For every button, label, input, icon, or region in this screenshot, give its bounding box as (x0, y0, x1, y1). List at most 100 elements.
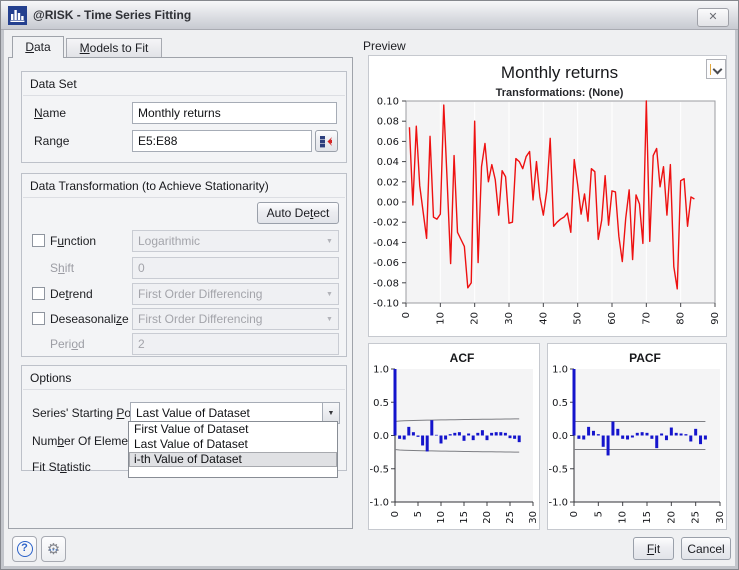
svg-text:-0.04: -0.04 (373, 238, 399, 249)
acf-chart-card: ACF -1.0-0.50.00.51.0051015202530 (368, 343, 540, 530)
group-separator (23, 95, 345, 96)
app-logo-icon (8, 6, 27, 25)
svg-text:1.0: 1.0 (552, 365, 568, 376)
svg-text:0.06: 0.06 (377, 137, 399, 148)
close-button[interactable]: ✕ (697, 8, 729, 27)
svg-text:0.0: 0.0 (373, 431, 389, 442)
svg-text:0: 0 (401, 312, 412, 318)
chevron-down-icon: ▼ (322, 403, 339, 423)
svg-text:0.08: 0.08 (377, 117, 399, 128)
chevron-down-icon: ▼ (321, 309, 338, 329)
svg-text:-1.0: -1.0 (548, 498, 568, 509)
svg-text:-0.5: -0.5 (548, 464, 568, 475)
group-separator (23, 197, 345, 198)
time-series-fitting-dialog: @RISK - Time Series Fitting ✕ Data Model… (0, 0, 739, 570)
preview-label: Preview (363, 39, 406, 53)
range-selector-icon (319, 134, 334, 149)
group-separator (23, 389, 345, 390)
svg-text:1.0: 1.0 (373, 365, 389, 376)
svg-text:80: 80 (676, 312, 687, 325)
range-input[interactable] (132, 130, 312, 152)
chevron-down-icon: ▼ (321, 231, 338, 251)
svg-text:-0.5: -0.5 (369, 464, 389, 475)
svg-text:20: 20 (666, 511, 677, 524)
svg-text:-0.02: -0.02 (373, 218, 399, 229)
svg-text:0.02: 0.02 (377, 177, 399, 188)
svg-text:-1.0: -1.0 (369, 498, 389, 509)
acf-plot: -1.0 -0.5 0.0 0.5 1.0 0 5 10 15 20 25 30 (369, 344, 541, 531)
svg-text:10: 10 (618, 511, 629, 524)
svg-text:30: 30 (504, 312, 515, 325)
svg-text:60: 60 (607, 312, 618, 325)
svg-text:15: 15 (642, 511, 653, 524)
range-selector-button[interactable] (315, 130, 338, 152)
svg-text:5: 5 (413, 511, 424, 517)
svg-text:30: 30 (528, 511, 539, 524)
svg-text:0: 0 (390, 511, 401, 517)
pacf-plot: -1.0-0.50.00.51.0051015202530 (548, 344, 728, 531)
svg-text:20: 20 (470, 312, 481, 325)
deseasonalize-label: Deseasonalize (50, 312, 129, 326)
shift-input (132, 257, 339, 279)
detrend-checkbox[interactable] (32, 287, 45, 300)
fit-statistic-label: Fit Statistic (32, 460, 91, 474)
deseasonalize-checkbox[interactable] (32, 312, 45, 325)
svg-text:-0.06: -0.06 (373, 258, 399, 269)
data-transformation-group: Data Transformation (to Achieve Stationa… (21, 173, 347, 357)
chevron-down-icon (713, 65, 723, 75)
starting-point-label: Series' Starting Point (32, 406, 144, 420)
svg-text:0.04: 0.04 (377, 157, 399, 168)
fit-button[interactable]: Fit (633, 537, 674, 560)
detrend-label: Detrend (50, 287, 93, 301)
dropdown-option-last-value[interactable]: Last Value of Dataset (129, 437, 337, 452)
svg-text:0: 0 (569, 511, 580, 517)
data-set-group-title: Data Set (30, 77, 77, 91)
svg-text:90: 90 (710, 312, 721, 325)
tab-models-to-fit[interactable]: Models to Fit (66, 38, 162, 58)
cancel-button[interactable]: Cancel (681, 537, 731, 560)
chart-menu-button[interactable] (706, 59, 726, 79)
dropdown-option-first-value[interactable]: First Value of Dataset (129, 422, 337, 437)
pacf-chart-card: PACF -1.0-0.50.00.51.0051015202530 (547, 343, 727, 530)
preview-chart-card: Monthly returns Transformations: (None) … (368, 55, 727, 337)
auto-detect-button[interactable]: Auto Detect (257, 202, 339, 224)
tab-data[interactable]: Data (12, 36, 64, 58)
time-series-plot: -0.10-0.08-0.06-0.04-0.020.000.020.040.0… (369, 56, 728, 338)
function-select: Logarithmic ▼ (132, 230, 339, 252)
settings-button[interactable]: ⚙ ··· (41, 536, 66, 562)
accent-mark (710, 64, 711, 75)
svg-text:0.5: 0.5 (552, 398, 568, 409)
svg-text:70: 70 (641, 312, 652, 325)
svg-text:25: 25 (691, 511, 702, 524)
window-title: @RISK - Time Series Fitting (33, 8, 191, 22)
starting-point-dropdown-list: First Value of Dataset Last Value of Dat… (128, 421, 338, 478)
svg-text:40: 40 (538, 312, 549, 325)
svg-text:50: 50 (573, 312, 584, 325)
help-icon: ? (17, 541, 33, 557)
svg-text:0.00: 0.00 (377, 198, 399, 209)
function-label: Function (50, 234, 96, 248)
data-transformation-group-title: Data Transformation (to Achieve Stationa… (30, 179, 269, 193)
period-label: Period (50, 337, 85, 351)
chevron-down-icon: ▼ (321, 284, 338, 304)
svg-text:-0.10: -0.10 (373, 299, 399, 310)
period-input (132, 333, 339, 355)
svg-text:30: 30 (715, 511, 726, 524)
help-button[interactable]: ? (12, 536, 37, 562)
range-label: Range (34, 134, 69, 148)
name-input[interactable] (132, 102, 337, 124)
svg-text:0.0: 0.0 (552, 431, 568, 442)
title-bar: @RISK - Time Series Fitting ✕ (1, 1, 738, 30)
function-checkbox[interactable] (32, 234, 45, 247)
svg-text:25: 25 (505, 511, 516, 524)
shift-label: Shift (50, 261, 74, 275)
svg-text:0.5: 0.5 (373, 398, 389, 409)
deseasonalize-select: First Order Differencing ▼ (132, 308, 339, 330)
svg-text:20: 20 (482, 511, 493, 524)
options-group-title: Options (30, 371, 71, 385)
svg-text:10: 10 (436, 511, 447, 524)
data-set-group: Data Set Name Range (21, 71, 347, 163)
dropdown-option-ith-value[interactable]: i-th Value of Dataset (129, 452, 337, 467)
svg-text:0.10: 0.10 (377, 97, 399, 108)
svg-text:15: 15 (459, 511, 470, 524)
